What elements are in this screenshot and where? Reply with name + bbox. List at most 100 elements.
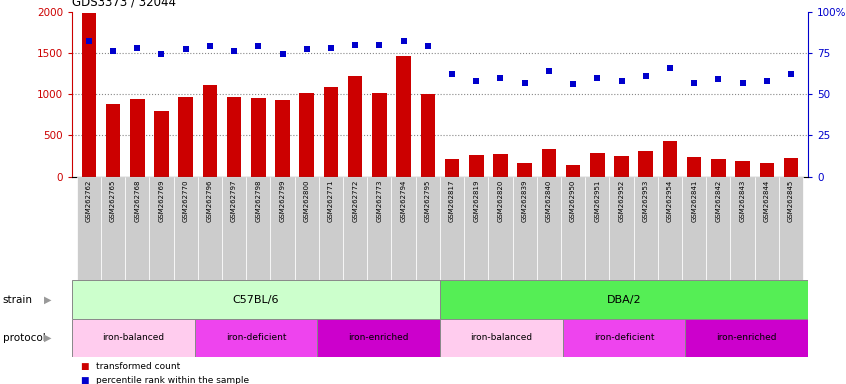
Bar bbox=[319, 177, 343, 280]
Bar bbox=[585, 177, 609, 280]
Text: GSM262842: GSM262842 bbox=[716, 180, 722, 222]
Text: GSM262820: GSM262820 bbox=[497, 180, 503, 222]
Bar bbox=[154, 111, 168, 177]
Bar bbox=[343, 177, 367, 280]
Bar bbox=[72, 319, 195, 357]
Bar bbox=[440, 177, 464, 280]
Text: DBA/2: DBA/2 bbox=[607, 295, 641, 305]
Bar bbox=[246, 177, 271, 280]
Bar bbox=[706, 177, 730, 280]
Bar bbox=[415, 177, 440, 280]
Bar bbox=[198, 177, 222, 280]
Bar bbox=[271, 177, 294, 280]
Point bbox=[82, 38, 96, 44]
Bar bbox=[730, 177, 755, 280]
Text: GSM262765: GSM262765 bbox=[110, 180, 116, 222]
Point bbox=[155, 51, 168, 58]
Bar bbox=[324, 87, 338, 177]
Text: GSM262794: GSM262794 bbox=[401, 180, 407, 222]
Bar bbox=[518, 164, 532, 177]
Bar bbox=[150, 177, 173, 280]
Bar bbox=[760, 163, 774, 177]
Point bbox=[760, 78, 773, 84]
Bar bbox=[130, 99, 145, 177]
Text: GSM262799: GSM262799 bbox=[279, 180, 286, 222]
Text: GSM262797: GSM262797 bbox=[231, 180, 237, 222]
Bar bbox=[317, 319, 440, 357]
Bar bbox=[634, 177, 658, 280]
Text: GSM262954: GSM262954 bbox=[667, 180, 673, 222]
Bar bbox=[755, 177, 779, 280]
Text: GSM262769: GSM262769 bbox=[158, 180, 164, 222]
Bar bbox=[685, 319, 808, 357]
Bar bbox=[294, 177, 319, 280]
Bar bbox=[440, 319, 563, 357]
Bar bbox=[195, 319, 317, 357]
Bar bbox=[541, 149, 556, 177]
Bar bbox=[658, 177, 682, 280]
Text: GSM262773: GSM262773 bbox=[376, 180, 382, 222]
Point bbox=[372, 41, 386, 48]
Text: ▶: ▶ bbox=[44, 333, 52, 343]
Text: GSM262771: GSM262771 bbox=[328, 180, 334, 222]
Text: GSM262951: GSM262951 bbox=[594, 180, 601, 222]
Text: GSM262762: GSM262762 bbox=[85, 180, 92, 222]
Point bbox=[518, 79, 531, 86]
Text: GSM262841: GSM262841 bbox=[691, 180, 697, 222]
Text: iron-enriched: iron-enriched bbox=[349, 333, 409, 343]
Bar bbox=[779, 177, 803, 280]
Point bbox=[784, 71, 798, 77]
Text: GSM262770: GSM262770 bbox=[183, 180, 189, 222]
Point bbox=[566, 81, 580, 87]
Text: iron-balanced: iron-balanced bbox=[470, 333, 532, 343]
Bar bbox=[367, 177, 392, 280]
Bar bbox=[682, 177, 706, 280]
Point bbox=[591, 74, 604, 81]
Point bbox=[107, 48, 120, 54]
Text: GSM262800: GSM262800 bbox=[304, 180, 310, 222]
Text: GSM262768: GSM262768 bbox=[135, 180, 140, 222]
Point bbox=[687, 79, 700, 86]
Text: iron-enriched: iron-enriched bbox=[717, 333, 777, 343]
Text: iron-deficient: iron-deficient bbox=[594, 333, 654, 343]
Point bbox=[470, 78, 483, 84]
Text: GSM262950: GSM262950 bbox=[570, 180, 576, 222]
Bar bbox=[614, 156, 629, 177]
Text: ■: ■ bbox=[80, 376, 89, 384]
Bar bbox=[372, 93, 387, 177]
Bar bbox=[662, 141, 677, 177]
Text: protocol: protocol bbox=[3, 333, 46, 343]
Bar bbox=[299, 93, 314, 177]
Point bbox=[179, 46, 193, 53]
Bar bbox=[348, 76, 362, 177]
Bar bbox=[783, 159, 799, 177]
Bar bbox=[566, 165, 580, 177]
Point bbox=[639, 73, 652, 79]
Text: GSM262819: GSM262819 bbox=[473, 180, 479, 222]
Bar bbox=[420, 94, 435, 177]
Text: GSM262772: GSM262772 bbox=[352, 180, 358, 222]
Text: GSM262839: GSM262839 bbox=[522, 180, 528, 222]
Point bbox=[494, 74, 508, 81]
Point bbox=[324, 45, 338, 51]
Bar bbox=[392, 177, 415, 280]
Text: GSM262795: GSM262795 bbox=[425, 180, 431, 222]
Point bbox=[349, 41, 362, 48]
Bar bbox=[711, 159, 726, 177]
Bar bbox=[493, 154, 508, 177]
Point bbox=[130, 45, 144, 51]
Bar bbox=[590, 153, 605, 177]
Bar bbox=[513, 177, 536, 280]
Bar bbox=[687, 157, 701, 177]
Bar bbox=[81, 13, 96, 177]
Point bbox=[615, 78, 629, 84]
Text: GSM262845: GSM262845 bbox=[788, 180, 794, 222]
Bar bbox=[639, 151, 653, 177]
Bar bbox=[251, 98, 266, 177]
Text: transformed count: transformed count bbox=[96, 362, 180, 371]
Point bbox=[445, 71, 459, 77]
Bar bbox=[488, 177, 513, 280]
Point bbox=[251, 43, 265, 49]
Bar bbox=[445, 159, 459, 177]
Text: GSM262952: GSM262952 bbox=[618, 180, 624, 222]
